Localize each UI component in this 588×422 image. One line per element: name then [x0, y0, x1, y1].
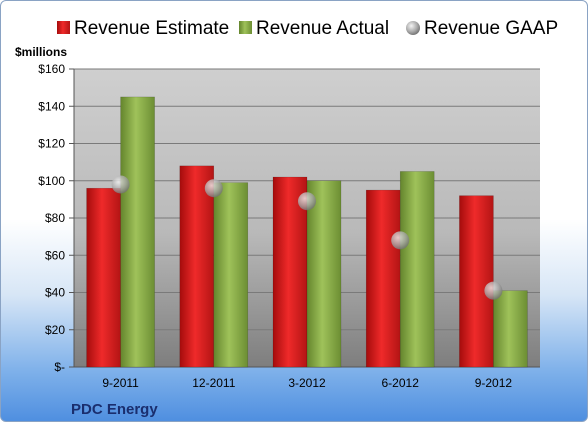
x-axis-ticks: 9-2011 12-2011 3-2012 6-2012 9-2012 [102, 376, 512, 390]
legend-label-actual: Revenue Actual [256, 18, 389, 39]
marker-revenue-gaap [298, 192, 316, 211]
bars [86, 96, 528, 368]
company-name: PDC Energy [71, 401, 158, 418]
bar-revenue-estimate [459, 195, 494, 368]
bar-revenue-estimate [86, 187, 121, 368]
y-tick-label: $- [54, 360, 65, 374]
y-tick-label: $80 [45, 211, 65, 225]
legend-marker-gaap [406, 21, 420, 35]
y-tick-label: $60 [45, 248, 65, 262]
legend-label-estimate: Revenue Estimate [74, 18, 229, 39]
marker-revenue-gaap [484, 281, 503, 300]
x-tick-label: 6-2012 [382, 376, 420, 390]
marker-revenue-gaap [111, 175, 130, 194]
y-tick-label: $40 [45, 286, 65, 300]
x-tick-label: 12-2011 [192, 376, 235, 390]
y-tick-label: $100 [38, 174, 65, 188]
x-tick-label: 9-2011 [102, 376, 139, 390]
marker-revenue-gaap [204, 179, 223, 198]
y-tick-label: $140 [38, 99, 65, 113]
y-tick-label: $20 [45, 323, 65, 337]
marker-revenue-gaap [391, 231, 410, 250]
bar-revenue-actual [213, 182, 249, 368]
legend-swatch-estimate [57, 21, 70, 34]
bar-revenue-actual [493, 290, 528, 368]
bar-revenue-actual [120, 96, 155, 368]
x-tick-label: 9-2012 [475, 376, 513, 390]
y-axis-ticks: $- $20 $40 $60 $80 $100 $120 $140 $160 [38, 62, 65, 374]
bar-revenue-actual [399, 171, 435, 368]
legend-swatch-actual [239, 21, 252, 34]
bar-revenue-actual [306, 180, 342, 368]
unit-label: $millions [15, 45, 67, 59]
legend: Revenue Estimate Revenue Actual Revenue … [57, 18, 558, 39]
gaap-markers [111, 175, 503, 300]
bar-revenue-estimate [365, 189, 401, 368]
y-tick-label: $120 [38, 137, 65, 151]
bar-revenue-estimate [179, 165, 215, 368]
y-tick-label: $160 [38, 62, 65, 76]
legend-label-gaap: Revenue GAAP [424, 18, 558, 39]
bar-revenue-estimate [272, 176, 308, 368]
x-tick-label: 3-2012 [288, 376, 326, 390]
